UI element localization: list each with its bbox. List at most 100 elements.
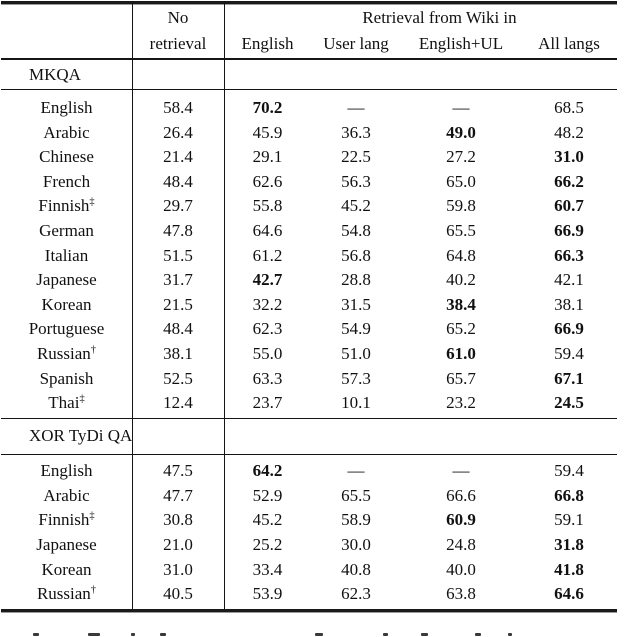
retrieval-value: 52.9 bbox=[252, 485, 283, 505]
header-col-english-ul: English+UL bbox=[418, 34, 504, 53]
retrieval-value: 66.3 bbox=[554, 245, 584, 265]
no-retrieval-value: 47.8 bbox=[163, 220, 193, 240]
no-retrieval-value: 58.4 bbox=[163, 98, 193, 117]
header-col-user-lang: User lang bbox=[323, 34, 389, 53]
retrieval-value: 62.3 bbox=[252, 319, 283, 339]
retrieval-value: 40.0 bbox=[446, 559, 476, 579]
retrieval-value: 55.0 bbox=[252, 343, 283, 363]
table-header: No Retrieval from Wiki in retrieval Engl… bbox=[1, 4, 617, 58]
retrieval-value: 66.8 bbox=[554, 485, 584, 505]
language-label: French bbox=[42, 171, 91, 191]
table-row: Japanese 31.7 42.7 28.8 40.2 42.1 bbox=[1, 268, 617, 293]
retrieval-value: 41.8 bbox=[554, 559, 584, 579]
footnote-marker: ‡ bbox=[79, 393, 85, 405]
mid-rule-1 bbox=[1, 417, 617, 420]
retrieval-value: 45.2 bbox=[252, 510, 283, 530]
section-label-xor: XOR TyDi QA bbox=[29, 426, 133, 446]
retrieval-value: 38.4 bbox=[446, 294, 476, 314]
retrieval-value: 59.4 bbox=[554, 461, 584, 481]
no-retrieval-value: 31.0 bbox=[163, 559, 193, 579]
table-row: Korean 21.5 32.2 31.5 38.4 38.1 bbox=[1, 293, 617, 318]
table-row: Arabic 26.4 45.9 36.3 49.0 48.2 bbox=[1, 121, 617, 146]
no-retrieval-value: 47.5 bbox=[163, 461, 193, 481]
vertical-rule-1 bbox=[131, 1, 133, 609]
retrieval-value: 42.1 bbox=[554, 270, 584, 290]
retrieval-value: 28.8 bbox=[341, 270, 371, 290]
language-label: Spanish bbox=[39, 368, 94, 388]
no-retrieval-value: 48.4 bbox=[163, 319, 193, 339]
top-rule bbox=[1, 1, 617, 4]
retrieval-value: 60.7 bbox=[554, 196, 584, 216]
vertical-rule-2 bbox=[223, 1, 225, 609]
retrieval-value: 59.1 bbox=[554, 510, 584, 530]
retrieval-value: 63.8 bbox=[446, 584, 476, 604]
no-retrieval-value: 30.8 bbox=[163, 510, 193, 530]
mkqa-rows: English 58.4 70.2 — — 68.5 Arabic 26.4 45.9 36.3 4… bbox=[1, 90, 617, 418]
retrieval-value: 59.4 bbox=[554, 343, 584, 363]
retrieval-value: 23.2 bbox=[446, 393, 476, 413]
language-label: English bbox=[40, 98, 93, 117]
table-row: Thai‡ 12.4 23.7 10.1 23.2 24.5 bbox=[1, 391, 617, 416]
footnote-marker: ‡ bbox=[89, 510, 95, 522]
xor-rows: English 47.5 64.2 — — 59.4 Arabic 47.7 52.9 65.5 6… bbox=[1, 455, 617, 609]
table-row: Finnish‡ 29.7 55.8 45.2 59.8 60.7 bbox=[1, 194, 617, 219]
retrieval-value: 27.2 bbox=[446, 147, 476, 167]
language-label: Portuguese bbox=[28, 319, 105, 339]
retrieval-value: 65.2 bbox=[446, 319, 476, 339]
retrieval-value: 10.1 bbox=[341, 393, 371, 413]
no-retrieval-value: 40.5 bbox=[163, 584, 193, 604]
header-line-1: No Retrieval from Wiki in bbox=[1, 5, 617, 31]
retrieval-value: 66.6 bbox=[446, 485, 476, 505]
retrieval-value: 56.3 bbox=[341, 171, 371, 191]
no-retrieval-value: 21.4 bbox=[163, 147, 193, 167]
no-retrieval-value: 21.5 bbox=[163, 294, 193, 314]
retrieval-value: 30.0 bbox=[341, 535, 371, 554]
retrieval-value: 64.8 bbox=[446, 245, 476, 265]
no-retrieval-value: 21.0 bbox=[163, 535, 193, 554]
retrieval-value: 45.2 bbox=[341, 196, 371, 216]
language-label: Finnish‡ bbox=[38, 196, 95, 216]
table-row: Chinese 21.4 29.1 22.5 27.2 31.0 bbox=[1, 145, 617, 170]
retrieval-value: 24.5 bbox=[554, 393, 584, 413]
header-lang-spacer bbox=[1, 5, 132, 31]
retrieval-value: 59.8 bbox=[446, 196, 476, 216]
retrieval-value: 25.2 bbox=[252, 535, 283, 554]
retrieval-value: — bbox=[452, 98, 470, 117]
no-retrieval-value: 47.7 bbox=[163, 485, 193, 505]
no-retrieval-value: 48.4 bbox=[163, 171, 193, 191]
no-retrieval-value: 29.7 bbox=[163, 196, 193, 216]
header-lang-spacer2 bbox=[1, 31, 132, 57]
language-label: Russian† bbox=[36, 343, 97, 363]
retrieval-value: 58.9 bbox=[341, 510, 371, 530]
no-retrieval-value: 52.5 bbox=[163, 368, 193, 388]
table-row: Russian† 38.1 55.0 51.0 61.0 59.4 bbox=[1, 342, 617, 367]
table-row: Korean 31.0 33.4 40.8 40.0 41.8 bbox=[1, 558, 617, 583]
language-label: Arabic bbox=[43, 485, 90, 505]
retrieval-value: — bbox=[452, 461, 470, 481]
retrieval-value: 29.1 bbox=[252, 147, 283, 167]
header-group-title: Retrieval from Wiki in bbox=[362, 8, 517, 27]
table-row: English 47.5 64.2 — — 59.4 bbox=[1, 459, 617, 484]
retrieval-value: 61.2 bbox=[252, 245, 283, 265]
retrieval-value: 31.5 bbox=[341, 294, 371, 314]
no-retrieval-value: 26.4 bbox=[163, 122, 193, 142]
table-row: Finnish‡ 30.8 45.2 58.9 60.9 59.1 bbox=[1, 508, 617, 533]
retrieval-value: 61.0 bbox=[446, 343, 476, 363]
language-label: Japanese bbox=[36, 270, 97, 290]
retrieval-value: 62.3 bbox=[341, 584, 371, 604]
retrieval-value: 36.3 bbox=[341, 122, 371, 142]
retrieval-value: 62.6 bbox=[252, 171, 283, 191]
retrieval-value: 65.5 bbox=[446, 220, 476, 240]
no-retrieval-value: 38.1 bbox=[163, 343, 193, 363]
retrieval-value: 31.8 bbox=[554, 535, 584, 554]
retrieval-value: 48.2 bbox=[554, 122, 584, 142]
retrieval-value: 32.2 bbox=[252, 294, 283, 314]
footnote-marker: † bbox=[90, 584, 97, 596]
header-col-all-langs: All langs bbox=[538, 34, 600, 53]
header-col-english: English bbox=[241, 34, 294, 53]
language-label: Finnish‡ bbox=[38, 510, 95, 530]
retrieval-value: 66.9 bbox=[554, 220, 584, 240]
retrieval-value: 65.7 bbox=[446, 368, 476, 388]
no-retrieval-value: 51.5 bbox=[163, 245, 193, 265]
retrieval-value: — bbox=[347, 98, 365, 117]
